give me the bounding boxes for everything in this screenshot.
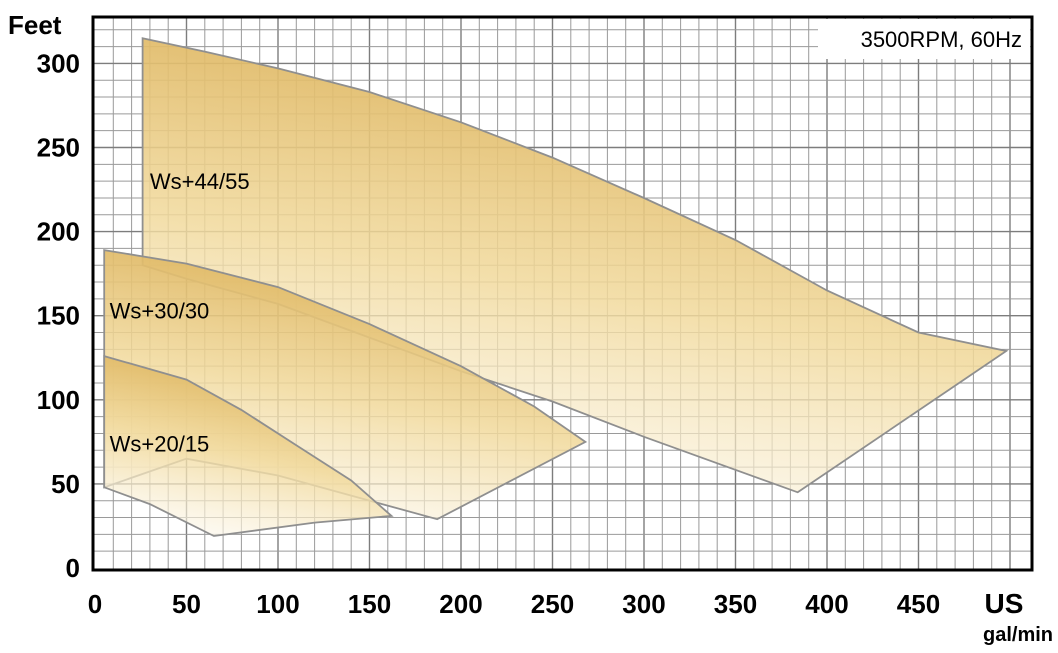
annotation-text: 3500RPM, 60Hz [861,27,1022,52]
y-tick-label: 200 [37,217,80,247]
plot-frame [91,15,1034,572]
series-labels: Ws+44/55 Ws+30/30 Ws+20/15 [110,169,250,456]
series-area-3 [103,354,394,537]
y-tick-label: 150 [37,301,80,331]
y-tick-label: 100 [37,385,80,415]
y-tick-label: 50 [51,469,80,499]
y-tick-label: 250 [37,133,80,163]
x-tick-label: 300 [622,589,665,619]
x-tick-label: 250 [531,589,574,619]
y-tick-label: 0 [66,553,80,583]
series-areas [103,37,1009,537]
x-tick-label: 0 [88,589,102,619]
annotation-box [818,19,1030,59]
series-label: Ws+30/30 [110,299,210,324]
series-label: Ws+20/15 [110,432,210,457]
x-tick-label: 100 [256,589,299,619]
x-axis-unit: gal/min [983,624,1053,646]
x-tick-label: 150 [348,589,391,619]
y-tick-label: 300 [37,48,80,78]
x-tick-label: 350 [714,589,757,619]
x-tick-label: 50 [172,589,201,619]
y-axis-label: Feet [8,10,62,40]
tick-labels: 0 50 100 150 200 250 300 350 400 450 0 50 100 150 200 2… [37,48,941,619]
series-label: Ws+44/55 [150,169,250,194]
x-tick-label: 400 [805,589,848,619]
x-axis-label: US [985,588,1024,619]
x-tick-label: 200 [439,589,482,619]
x-tick-label: 450 [897,589,940,619]
